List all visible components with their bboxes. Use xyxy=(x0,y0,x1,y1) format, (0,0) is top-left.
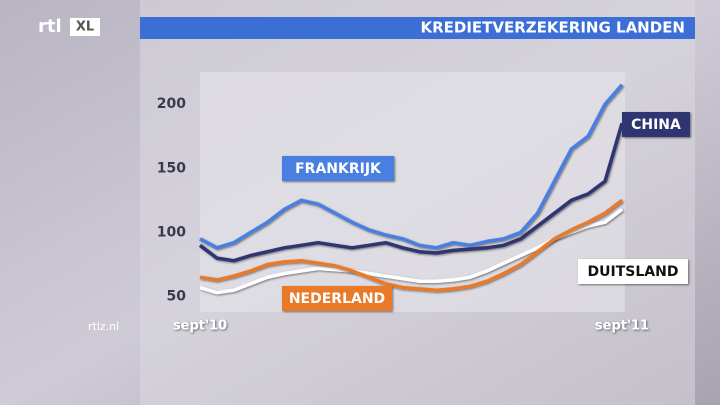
site-label: rtlz.nl xyxy=(88,320,119,333)
series-line xyxy=(198,122,624,263)
x-tick-label: sept'11 xyxy=(595,319,649,334)
y-tick-label: 100 xyxy=(157,224,186,240)
series-label-box xyxy=(282,286,392,311)
series-label-box xyxy=(622,112,690,137)
series-label: FRANKRIJK xyxy=(295,161,382,177)
logo-badge: XL xyxy=(76,20,94,35)
series-line xyxy=(199,83,624,250)
title-bar xyxy=(140,17,695,39)
series-label-box xyxy=(578,259,688,284)
series-label: CHINA xyxy=(631,117,681,133)
series-label: DUITSLAND xyxy=(588,264,679,280)
x-tick-label: sept'10 xyxy=(173,319,227,334)
logo-badge-box xyxy=(70,18,100,36)
y-tick-label: 200 xyxy=(157,96,186,112)
logo: rtl xyxy=(38,16,62,37)
chart-title: KREDIETVERZEKERING LANDEN xyxy=(420,19,685,37)
series-label: NEDERLAND xyxy=(289,291,385,307)
series-label-box xyxy=(282,156,394,181)
y-tick-label: 150 xyxy=(157,160,186,176)
y-tick-label: 50 xyxy=(167,289,187,305)
plot-area xyxy=(200,72,625,312)
series-line xyxy=(199,198,624,292)
